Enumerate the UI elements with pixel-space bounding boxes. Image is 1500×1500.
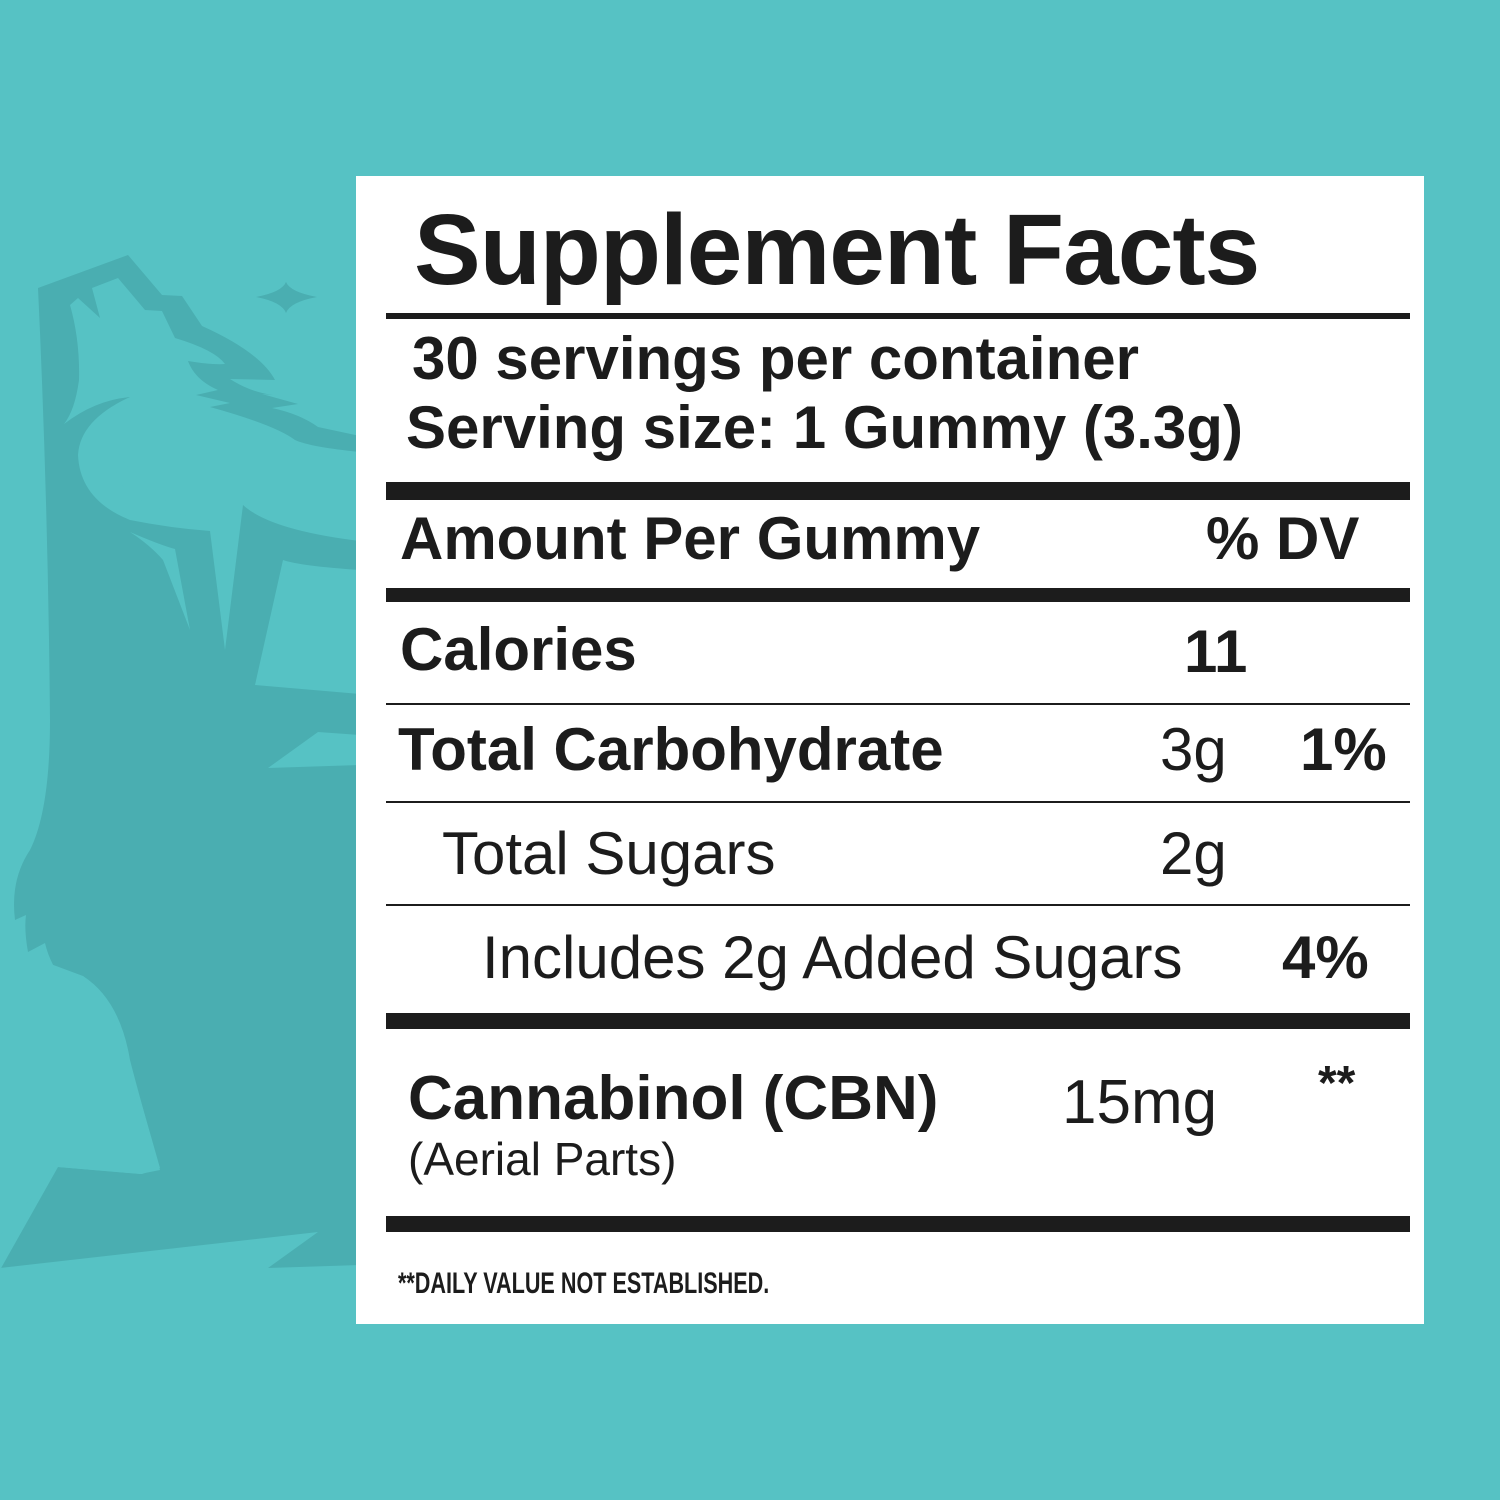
row-amount: 15mg [1062, 1068, 1218, 1137]
divider-thick [386, 482, 1410, 500]
row-name: Total Carbohydrate [398, 716, 944, 783]
row-amount: 11 [1184, 618, 1248, 685]
row-name: Includes 2g Added Sugars [482, 924, 1183, 991]
divider [386, 313, 1410, 319]
row-sub: (Aerial Parts) [408, 1133, 677, 1185]
header-amount: Amount Per Gummy [400, 505, 981, 572]
divider-thick [386, 588, 1410, 602]
label-title: Supplement Facts [414, 194, 1260, 306]
divider-thick [386, 1216, 1410, 1232]
row-name: Total Sugars [442, 820, 776, 887]
servings-per-container: 30 servings per container [412, 325, 1139, 392]
footnote: **DAILY VALUE NOT ESTABLISHED. [398, 1267, 770, 1300]
row-dv: 4% [1282, 924, 1369, 991]
howling-wolf-icon [0, 255, 360, 1500]
row-name: Calories [400, 616, 637, 683]
divider-thin [386, 801, 1410, 803]
divider-thin [386, 904, 1410, 906]
divider-thick [386, 1013, 1410, 1029]
divider-thin [386, 703, 1410, 705]
row-dv: ** [1318, 1057, 1356, 1110]
row-dv: 1% [1300, 716, 1387, 783]
header-dv: % DV [1206, 505, 1360, 572]
supplement-facts-panel: Supplement Facts 30 servings per contain… [356, 176, 1424, 1324]
row-amount: 2g [1160, 820, 1227, 887]
serving-size: Serving size: 1 Gummy (3.3g) [406, 394, 1243, 461]
row-name: Cannabinol (CBN) [408, 1064, 939, 1133]
row-amount: 3g [1160, 716, 1227, 783]
